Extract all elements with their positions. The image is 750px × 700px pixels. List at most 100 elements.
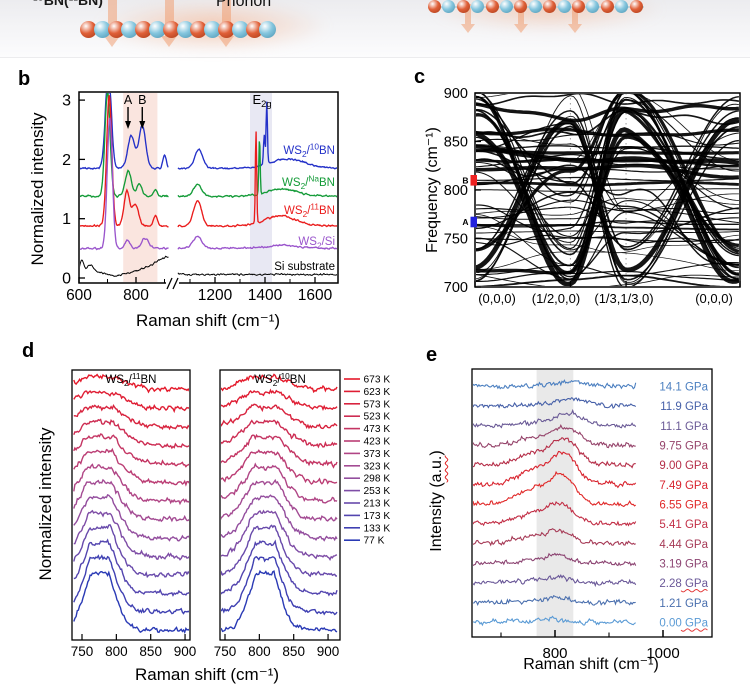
nitrogen-atom xyxy=(557,0,571,13)
panel-b-curve-left xyxy=(80,93,169,170)
panel-e-pressure-label: 11.9 GPa xyxy=(660,401,708,413)
panel-d-temperature-curve xyxy=(221,494,338,542)
panel-e-pressure-curve xyxy=(473,379,637,390)
panel-c-phonon-band xyxy=(476,132,739,213)
panel-d-legend-label: 673 K xyxy=(364,375,391,386)
boron-atom xyxy=(245,21,263,38)
panel-c-phonon-band xyxy=(476,226,739,254)
axis-break-slash xyxy=(172,277,179,290)
nitrogen-atom xyxy=(121,21,139,38)
panel-d-temperature-curve xyxy=(73,570,189,634)
panel-d-x-tick-label: 800 xyxy=(105,644,128,659)
panel-c-mode-marker-label: A xyxy=(462,217,468,227)
panel-d-subpanel-title: WS2/11BN xyxy=(106,371,157,388)
boron-atom xyxy=(218,21,235,38)
panel-b-curve-right xyxy=(177,131,337,228)
panel-d-legend-label: 213 K xyxy=(364,499,391,510)
panel-d-legend-label: 573 K xyxy=(364,399,391,410)
panel-c-y-tick-label: 850 xyxy=(444,135,468,151)
panel-d-temperature-curve xyxy=(221,524,337,578)
panel-c-y-axis-title: Frequency (cm⁻¹) xyxy=(424,127,441,253)
panel-b-peak-annotation: B xyxy=(138,93,146,107)
panel-e-pressure-curve xyxy=(473,552,637,567)
nitrogen-atom xyxy=(93,21,111,38)
panel-c-phonon-band xyxy=(476,274,739,286)
panel-d-legend-label: 423 K xyxy=(364,437,391,448)
panel-e-pressure-curve xyxy=(473,437,636,469)
panel-b-curve-right xyxy=(177,272,337,277)
panel-d-temperature-curve xyxy=(73,554,189,615)
panel-c-phonon-band xyxy=(476,274,727,286)
phonon-arrow-down-icon xyxy=(217,0,234,47)
panel-e-pressure-label: 11.1 GPa xyxy=(660,421,708,433)
panel-e-pressure-label: 1.21 GPa xyxy=(659,598,708,610)
panel-d-temperature-curve xyxy=(73,390,189,414)
panel-d-temperature-curve xyxy=(73,478,189,523)
panel-c-phonon-band xyxy=(476,270,739,283)
annotation-arrowhead xyxy=(125,121,132,129)
panel-d-chart: WS2/11BN 750 800 850 900 WS2/10BN 750 800 850 900… xyxy=(71,369,391,659)
panel-c-phonon-band xyxy=(476,127,739,138)
panel-d-x-tick-label: 900 xyxy=(317,644,340,659)
boron-atom xyxy=(485,0,499,13)
panel-d-legend-label: 623 K xyxy=(364,387,391,398)
panel-e-ylabel-prefix: Intensity ( xyxy=(428,482,445,552)
panel-d-axes-box xyxy=(219,369,341,641)
axis-break-slash xyxy=(166,277,173,290)
panel-e-pressure-curve xyxy=(473,408,637,429)
panel-b-curve-right xyxy=(177,235,337,251)
panel-c-mode-marker xyxy=(470,175,477,186)
nitrogen-atom xyxy=(615,0,629,13)
boron-atom xyxy=(514,0,528,13)
panel-e-pressure-label: 2.28 GPa xyxy=(659,578,708,590)
panel-e-pressure-label: 4.44 GPa xyxy=(659,539,708,551)
panel-c-phonon-band xyxy=(476,109,739,276)
panel-e-pressure-label: 14.1 GPa xyxy=(659,382,708,394)
panel-b-curve-left xyxy=(80,255,169,277)
panel-d-legend-label: 523 K xyxy=(364,412,391,423)
panel-d-x-tick-label: 850 xyxy=(139,644,162,659)
panel-b-series-label: WS2/Si xyxy=(298,236,335,250)
panel-d-y-axis-title: Normalized intensity xyxy=(36,427,55,581)
panel-c-y-tick-label: 700 xyxy=(444,280,468,296)
nitrogen-atom xyxy=(204,21,222,38)
panel-b-series-label: WS2/10BN xyxy=(283,142,335,159)
panel-d-temperature-curve xyxy=(221,569,338,633)
panel-d-temperature-curve xyxy=(73,403,189,431)
panel-b-axis-break-gap xyxy=(166,277,179,290)
panel-d-temperature-curve xyxy=(221,449,338,485)
panel-c-x-tick-label: (0,0,0) xyxy=(695,291,733,306)
nitrogen-atom xyxy=(528,0,542,13)
panel-e-pressure-curve xyxy=(473,450,637,489)
panel-d-temperature-curve xyxy=(221,403,338,430)
panel-c-phonon-band xyxy=(476,94,739,106)
panel-c-x-tick-label: (1/3,1/3,0) xyxy=(594,291,653,306)
panel-d-x-tick-label: 750 xyxy=(214,644,237,659)
panel-c-phonon-band xyxy=(476,123,739,286)
nitrogen-atom xyxy=(176,21,194,38)
nitrogen-atom xyxy=(231,21,249,38)
panel-c-x-tick-label: (0,0,0) xyxy=(478,291,516,306)
panel-c-chart: 700 750 800 850 900 (0,0,0) (1/2,0,0) (1/3,1/3,… xyxy=(444,86,741,306)
panel-d-legend-label: 253 K xyxy=(364,486,391,497)
panel-d-temperature-curve xyxy=(221,478,338,522)
panel-e-pressure-label: 0.00 GPa xyxy=(659,618,708,630)
panel-b-y-tick-label: 3 xyxy=(62,93,71,110)
phonon-arrow-down-icon xyxy=(160,0,177,47)
panel-e-pressure-curve xyxy=(473,615,636,627)
panel-c-y-tick-label: 800 xyxy=(444,183,468,199)
panel-e-pressure-label: 6.55 GPa xyxy=(659,500,708,512)
panel-c-phonon-band xyxy=(476,94,739,254)
panel-c-mode-marker-label: B xyxy=(462,175,468,185)
panel-e-pressure-curve xyxy=(473,397,637,409)
panel-e-chart: 14.1 GPa 11.9 GPa 11.1 GPa 9.75 GPa 9.00 GPa… xyxy=(471,368,713,662)
panel-c-phonon-band xyxy=(476,127,739,286)
panel-b-curve-left xyxy=(80,117,169,251)
boron-atom xyxy=(428,0,441,13)
panel-e-pressure-label: 5.41 GPa xyxy=(659,519,708,531)
panel-d-temperature-curve xyxy=(221,433,338,469)
panel-d-legend-label: 373 K xyxy=(364,449,391,460)
phonon-label: Phonon xyxy=(216,0,272,10)
